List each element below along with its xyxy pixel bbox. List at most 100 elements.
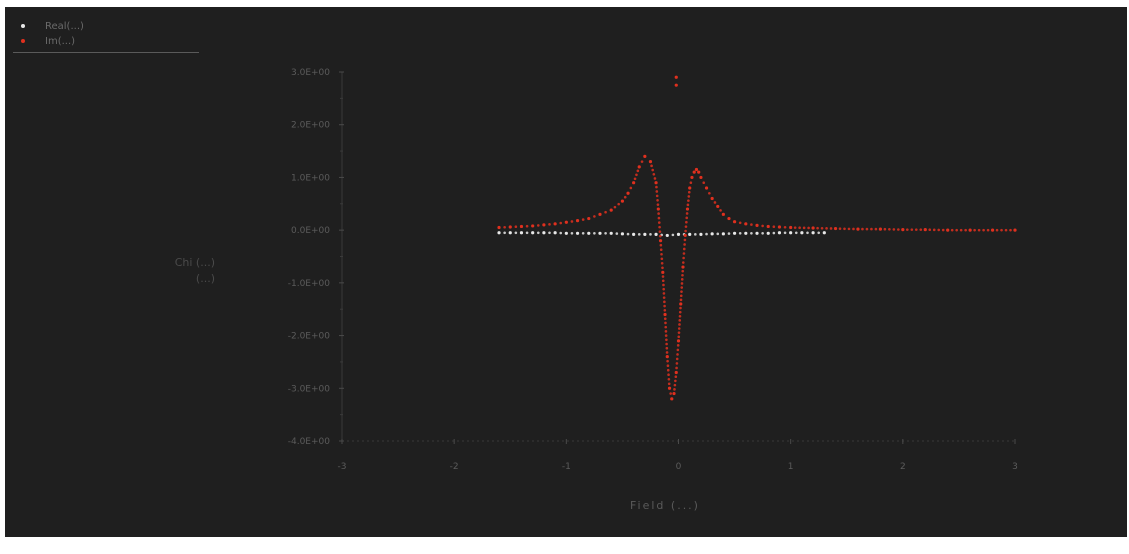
imag-point xyxy=(685,216,689,220)
imag-point xyxy=(674,375,678,378)
imag-point xyxy=(663,300,666,304)
real-point xyxy=(598,231,602,235)
imag-point xyxy=(977,228,981,232)
imag-point xyxy=(665,338,668,342)
real-point xyxy=(738,232,742,235)
legend-label-real: Real(...) xyxy=(45,20,84,32)
imag-point xyxy=(682,252,686,255)
imag-point xyxy=(678,314,682,318)
real-point xyxy=(637,233,641,236)
x-tick-label: 3 xyxy=(1012,462,1018,472)
imag-point xyxy=(667,373,670,377)
imag-point xyxy=(679,294,683,298)
imag-point xyxy=(663,308,667,312)
imag-point xyxy=(708,191,711,195)
imag-point xyxy=(897,228,900,231)
imag-point xyxy=(676,339,681,343)
imag-point xyxy=(626,191,630,195)
imag-point xyxy=(674,75,678,79)
imag-point xyxy=(629,186,633,190)
imag-point xyxy=(660,257,664,261)
real-point xyxy=(811,231,815,235)
real-point xyxy=(570,232,574,235)
real-point xyxy=(615,232,619,235)
legend-item-imag: Im(...) xyxy=(21,34,75,48)
real-point xyxy=(794,231,798,235)
imag-point xyxy=(681,269,685,273)
imag-point xyxy=(655,185,658,189)
imag-point xyxy=(632,181,636,185)
imag-point xyxy=(941,228,945,232)
imag-point xyxy=(685,220,688,224)
real-point xyxy=(508,231,512,235)
imag-point xyxy=(635,173,638,177)
imag-point xyxy=(789,225,793,230)
real-point xyxy=(772,231,776,235)
imag-point xyxy=(658,239,663,243)
x-tick-label: -3 xyxy=(338,462,347,472)
imag-point xyxy=(856,227,860,231)
imag-point xyxy=(852,227,855,231)
real-point xyxy=(559,231,563,235)
imag-point xyxy=(508,225,512,229)
x-tick-label: -2 xyxy=(450,462,459,472)
imag-point xyxy=(633,177,637,181)
imag-point xyxy=(581,218,585,221)
imag-point xyxy=(657,216,661,220)
imag-point xyxy=(1009,228,1012,232)
legend: Real(...) Im(...) xyxy=(13,14,199,53)
imag-point xyxy=(690,175,694,180)
imag-point xyxy=(661,275,665,278)
imag-point xyxy=(950,228,954,232)
imag-point xyxy=(665,342,668,346)
imag-point xyxy=(906,228,909,231)
imag-point xyxy=(719,209,722,212)
imag-point xyxy=(910,228,914,231)
imag-point xyxy=(798,226,801,230)
real-point xyxy=(542,231,546,235)
imag-point xyxy=(959,228,963,232)
imag-point xyxy=(687,190,691,194)
real-point xyxy=(649,233,652,236)
real-point xyxy=(817,231,821,235)
imag-point xyxy=(914,228,918,231)
imag-point xyxy=(575,219,580,223)
imag-point xyxy=(697,170,701,174)
imag-point xyxy=(888,227,891,231)
y-tick-label: -2.0E+00 xyxy=(288,332,331,342)
imag-point xyxy=(738,221,742,225)
imag-point xyxy=(750,223,753,226)
imag-point xyxy=(744,222,748,226)
imag-point xyxy=(811,226,815,230)
x-tick-label: 1 xyxy=(788,462,794,472)
imag-point xyxy=(514,225,518,229)
imag-point xyxy=(648,160,653,164)
imag-point xyxy=(525,224,529,228)
imag-point xyxy=(659,243,663,247)
real-point xyxy=(564,231,568,235)
imag-point xyxy=(847,227,851,231)
imag-point xyxy=(802,226,806,230)
imag-point xyxy=(928,228,932,232)
y-axis-label-line2: (...) xyxy=(195,272,215,285)
imag-point xyxy=(682,261,685,264)
imag-point xyxy=(683,238,687,242)
real-point xyxy=(609,231,613,235)
imag-point xyxy=(678,319,682,322)
real-point xyxy=(694,233,697,236)
imag-point xyxy=(666,368,670,372)
x-tick-label: 0 xyxy=(676,462,682,472)
y-tick-label: -3.0E+00 xyxy=(288,384,331,394)
imag-point xyxy=(665,355,669,359)
imag-point xyxy=(685,207,690,211)
y-tick-label: 2.0E+00 xyxy=(291,121,330,131)
imag-point xyxy=(542,223,546,227)
imag-point xyxy=(658,234,662,238)
y-tick-label: -4.0E+00 xyxy=(288,437,331,447)
imag-point xyxy=(937,228,941,232)
imag-point xyxy=(716,204,720,209)
imag-point xyxy=(674,379,677,383)
imag-point xyxy=(659,248,663,252)
imag-point xyxy=(986,228,990,232)
imag-point xyxy=(702,181,706,184)
